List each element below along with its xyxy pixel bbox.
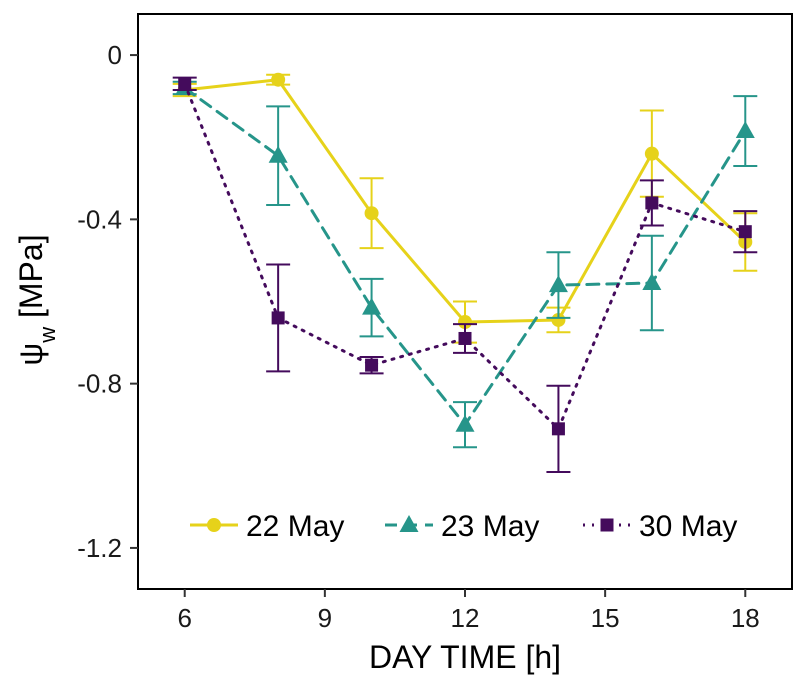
legend: 22 May 23 May 30 May (190, 510, 737, 543)
x-tick-label: 9 (318, 603, 332, 633)
y-tick-label: -0.8 (77, 369, 122, 399)
x-axis-title: DAY TIME [h] (369, 639, 561, 675)
y-tick-label: -1.2 (77, 533, 122, 563)
legend-label: 30 May (639, 510, 737, 543)
x-tick-label: 12 (451, 603, 480, 633)
data-point (455, 414, 475, 432)
y-axis-title: ψw [MPa] (13, 234, 60, 365)
legend-marker (399, 515, 419, 532)
data-point (735, 121, 755, 139)
data-point (642, 273, 662, 291)
data-point (551, 422, 565, 436)
y-axis-title-subscript: w (35, 327, 60, 344)
series-line (183, 82, 747, 432)
y-tick-label: 0 (108, 40, 122, 70)
legend-label: 23 May (441, 510, 539, 543)
data-point (644, 146, 659, 161)
series-line (183, 78, 747, 324)
data-point (271, 311, 285, 325)
x-tick-label: 6 (177, 603, 191, 633)
legend-marker (207, 518, 221, 532)
y-axis-title-symbol: ψ (13, 343, 49, 366)
legend-label: 22 May (246, 510, 344, 543)
series-line (183, 86, 747, 428)
data-point (365, 358, 379, 372)
data-point (362, 297, 382, 315)
legend-marker (600, 518, 614, 532)
data-point (548, 275, 568, 293)
data-point (738, 225, 752, 239)
x-tick-label: 18 (731, 603, 760, 633)
data-point (271, 72, 286, 87)
data-point (645, 196, 659, 210)
data-point (458, 331, 472, 345)
y-tick-label: -0.4 (77, 204, 122, 234)
series-2 (172, 76, 758, 473)
data-point (178, 77, 192, 91)
data-point (458, 315, 472, 330)
series-1 (172, 77, 758, 449)
data-point (268, 145, 288, 163)
x-tick-label: 15 (591, 603, 620, 633)
y-axis-title-unit: [MPa] (13, 234, 49, 326)
data-point (364, 206, 379, 221)
data-point (551, 312, 566, 327)
